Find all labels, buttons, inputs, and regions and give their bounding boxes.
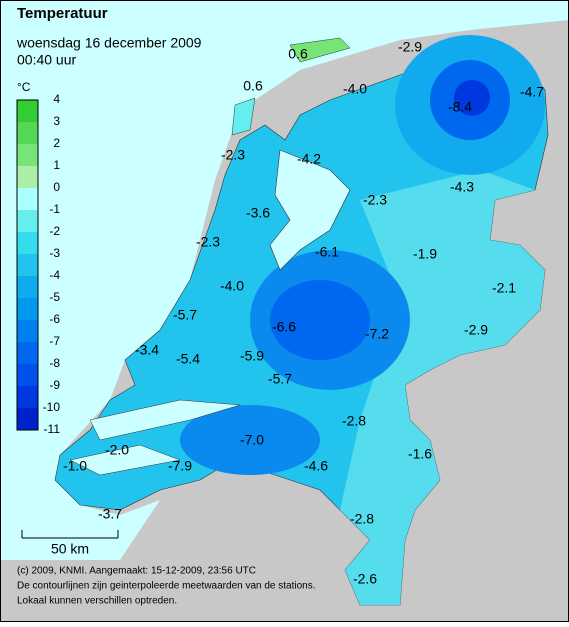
station-value: -5.4: [176, 351, 200, 367]
legend-tick-label: -6: [49, 312, 60, 326]
east-zone: [340, 170, 545, 605]
legend-tick-label: 1: [53, 158, 60, 172]
station-value: 0.6: [288, 46, 308, 62]
estuaries: [69, 399, 241, 476]
station-value: -4.2: [297, 151, 321, 167]
legend-tick-label: -11: [44, 422, 61, 436]
legend-tick-label: -4: [49, 268, 60, 282]
station-value: -6.1: [315, 244, 339, 260]
station-value: -2.1: [492, 280, 516, 296]
station-value: -5.7: [268, 371, 292, 387]
station-value: -7.9: [168, 458, 192, 474]
subtitle: woensdag 16 december 2009: [16, 35, 202, 51]
station-value: -7.2: [365, 326, 389, 342]
legend-band: [17, 166, 38, 188]
legend-tick-label: -10: [43, 400, 61, 414]
station-value: -2.9: [464, 322, 488, 338]
north-core: [454, 80, 490, 116]
station-value: -4.7: [520, 84, 544, 100]
station-value: -3.6: [246, 205, 270, 221]
station-value: -3.7: [98, 506, 122, 522]
legend-tick-label: -3: [49, 246, 60, 260]
center-core: [270, 280, 370, 360]
legend-band: [17, 254, 38, 276]
legend-tick-label: -8: [49, 356, 60, 370]
station-value: -5.7: [173, 307, 197, 323]
station-value: -5.9: [240, 348, 264, 364]
legend-band: [17, 210, 38, 232]
legend-tick-label: 3: [53, 114, 60, 128]
station-value: -2.6: [353, 571, 377, 587]
legend-tick-label: -2: [49, 224, 60, 238]
legend-tick-label: -9: [49, 378, 60, 392]
station-value: -2.3: [196, 234, 220, 250]
station-value: -7.0: [240, 432, 264, 448]
station-value: -1.9: [413, 246, 437, 262]
legend-tick-label: 2: [53, 136, 60, 150]
legend-tick-label: -1: [49, 202, 60, 216]
station-value: -3.4: [135, 342, 159, 358]
legend-tick-label: 0: [53, 180, 60, 194]
legend-band: [17, 144, 38, 166]
legend-frame: [16, 99, 39, 431]
station-value: -1.0: [63, 458, 87, 474]
title: Temperatuur: [17, 5, 108, 22]
legend-band: [17, 386, 38, 408]
legend-tick-label: -7: [49, 334, 60, 348]
station-value: -2.3: [221, 147, 245, 163]
station-value: -2.0: [105, 442, 129, 458]
station-value: -4.0: [343, 81, 367, 97]
station-value: -4.3: [450, 179, 474, 195]
legend-band: [17, 364, 38, 386]
legend-unit: °C: [17, 80, 31, 94]
station-value: -2.8: [342, 413, 366, 429]
station-value: 0.6: [243, 78, 263, 94]
legend-band: [17, 298, 38, 320]
legend-tick-label: -5: [49, 290, 60, 304]
legend-band: [17, 232, 38, 254]
ijsselmeer: [269, 149, 351, 271]
legend-band: [17, 188, 38, 210]
legend-tick-label: 4: [53, 92, 60, 106]
legend-band: [17, 100, 38, 122]
station-value: -4.0: [220, 278, 244, 294]
legend-band: [17, 276, 38, 298]
sea: [0, 0, 569, 560]
footer-line: De contourlijnen zijn geinterpoleerde me…: [17, 581, 316, 592]
legend-band: [17, 408, 38, 430]
legend-band: [17, 320, 38, 342]
island: [231, 97, 256, 136]
station-value: -8.4: [448, 99, 472, 115]
south-cold: [180, 405, 320, 475]
legend-band: [17, 342, 38, 364]
station-value: -2.3: [363, 192, 387, 208]
footer-line: Lokaal kunnen verschillen optreden.: [17, 596, 177, 607]
island: [289, 37, 351, 63]
station-value: -2.9: [398, 39, 422, 55]
legend-band: [17, 122, 38, 144]
station-value: -6.6: [272, 319, 296, 335]
station-value: -1.6: [408, 446, 432, 462]
station-value: -2.8: [350, 511, 374, 527]
footer-line: (c) 2009, KNMI. Aangemaakt: 15-12-2009, …: [17, 566, 256, 577]
time: 00:40 uur: [17, 52, 76, 68]
scale-label: 50 km: [51, 541, 89, 557]
station-value: -4.6: [304, 458, 328, 474]
